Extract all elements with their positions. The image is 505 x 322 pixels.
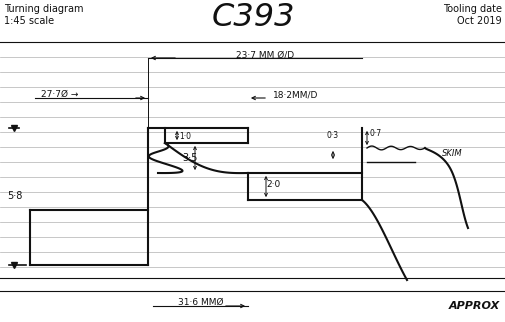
Text: SKIM: SKIM	[441, 148, 462, 157]
Text: Oct 2019: Oct 2019	[457, 16, 501, 26]
Text: Turning diagram: Turning diagram	[4, 4, 83, 14]
Text: 27·7Ø →: 27·7Ø →	[41, 90, 79, 99]
Text: 0·7: 0·7	[369, 129, 381, 138]
Text: 1·0: 1·0	[179, 131, 190, 140]
Text: APPROX: APPROX	[448, 301, 499, 311]
Text: 23·7 MM Ø/D: 23·7 MM Ø/D	[235, 50, 293, 59]
Text: C393: C393	[211, 2, 294, 33]
Text: 5·8: 5·8	[7, 191, 22, 201]
Text: 31·6 MMØ: 31·6 MMØ	[178, 298, 223, 307]
Text: 18·2MM/D: 18·2MM/D	[273, 90, 318, 99]
Text: Tooling date: Tooling date	[442, 4, 501, 14]
Text: 2·0: 2·0	[266, 179, 280, 188]
Text: 3·5: 3·5	[182, 153, 197, 163]
Text: 1:45 scale: 1:45 scale	[4, 16, 54, 26]
Text: 0·3: 0·3	[326, 131, 338, 140]
